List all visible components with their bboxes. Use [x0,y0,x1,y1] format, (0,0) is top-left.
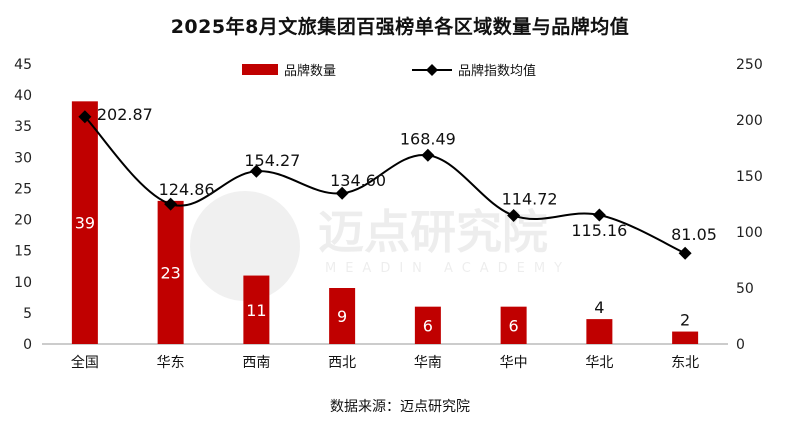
line-data-label: 202.87 [97,105,153,124]
bar [243,275,270,344]
y-right-tick-label: 100 [736,225,763,241]
legend-label-bar: 品牌数量 [284,63,336,79]
y-left-tick-label: 40 [14,88,32,104]
bar [71,101,98,344]
bar-data-label: 9 [337,307,347,326]
y-right-tick-label: 200 [736,113,763,129]
line-marker [592,208,606,222]
bar [586,319,613,344]
bar-data-label: 39 [75,214,95,233]
y-left-tick-label: 0 [23,337,32,353]
watermark-subtext: MEADIN ACADEMY [325,261,571,276]
bar [157,200,184,344]
y-right-tick-label: 150 [736,169,763,185]
y-left-tick-label: 5 [23,306,32,322]
x-tick-label: 华中 [500,355,528,371]
bar-data-label: 6 [509,316,519,335]
line-series [78,110,692,260]
line-marker [421,148,435,162]
y-left-tick-label: 10 [14,275,32,291]
line-data-label: 115.16 [571,221,627,240]
watermark-logo [190,191,300,301]
source-note: 数据来源：迈点研究院 [330,399,470,415]
legend-swatch-bar [242,64,278,75]
x-tick-label: 西南 [242,355,270,371]
legend-label-line: 品牌指数均值 [458,63,536,79]
legend-marker [426,64,438,76]
x-tick-label: 华东 [157,355,185,371]
bar-data-label: 11 [246,301,266,320]
y-right-tick-label: 50 [736,281,754,297]
bar [329,288,356,344]
line-marker [78,110,92,124]
data-labels: 39 23 11 9 6 6 4 2 202.87 124.86 154.27 134.60 168.4… [75,105,717,336]
y-left-tick-label: 35 [14,119,32,135]
y-right-tick-label: 250 [736,57,763,73]
bar-series [71,101,699,344]
x-tick-label: 华北 [585,355,613,371]
bar-data-label: 2 [680,311,690,330]
line-data-label: 81.05 [671,225,717,244]
line-marker [164,197,178,211]
bar [672,331,699,344]
bar [500,306,527,344]
legend: 品牌数量 品牌指数均值 [242,63,536,79]
line-data-label: 168.49 [400,129,456,148]
bar [414,306,441,344]
y-left-tick-label: 20 [14,213,32,229]
line-data-label: 114.72 [502,190,558,209]
line-marker [507,209,521,223]
x-tick-label: 东北 [671,355,699,371]
x-tick-label: 华南 [414,355,442,371]
chart-title: 2025年8月文旅集团百强榜单各区域数量与品牌均值 [170,16,630,38]
bar-data-label: 6 [423,316,433,335]
y-left-tick-label: 25 [14,181,32,197]
x-tick-label: 西北 [328,355,356,371]
line-marker [678,246,692,260]
y-right-tick-label: 0 [736,337,745,353]
line-data-label: 134.60 [330,171,386,190]
line-data-label: 124.86 [159,180,215,199]
bar-data-label: 4 [594,298,604,317]
line-marker [249,164,263,178]
line-data-label: 154.27 [244,151,300,170]
bar-data-label: 23 [160,263,180,282]
y-left-tick-label: 30 [14,150,32,166]
line-marker [335,186,349,200]
y-left-tick-label: 45 [14,57,32,73]
axes: 0 5 10 15 20 25 30 35 40 45 0 50 100 150 200 250 全国 华东 西南 西… [14,57,763,371]
y-left-tick-label: 15 [14,244,32,260]
x-tick-label: 全国 [71,354,99,371]
